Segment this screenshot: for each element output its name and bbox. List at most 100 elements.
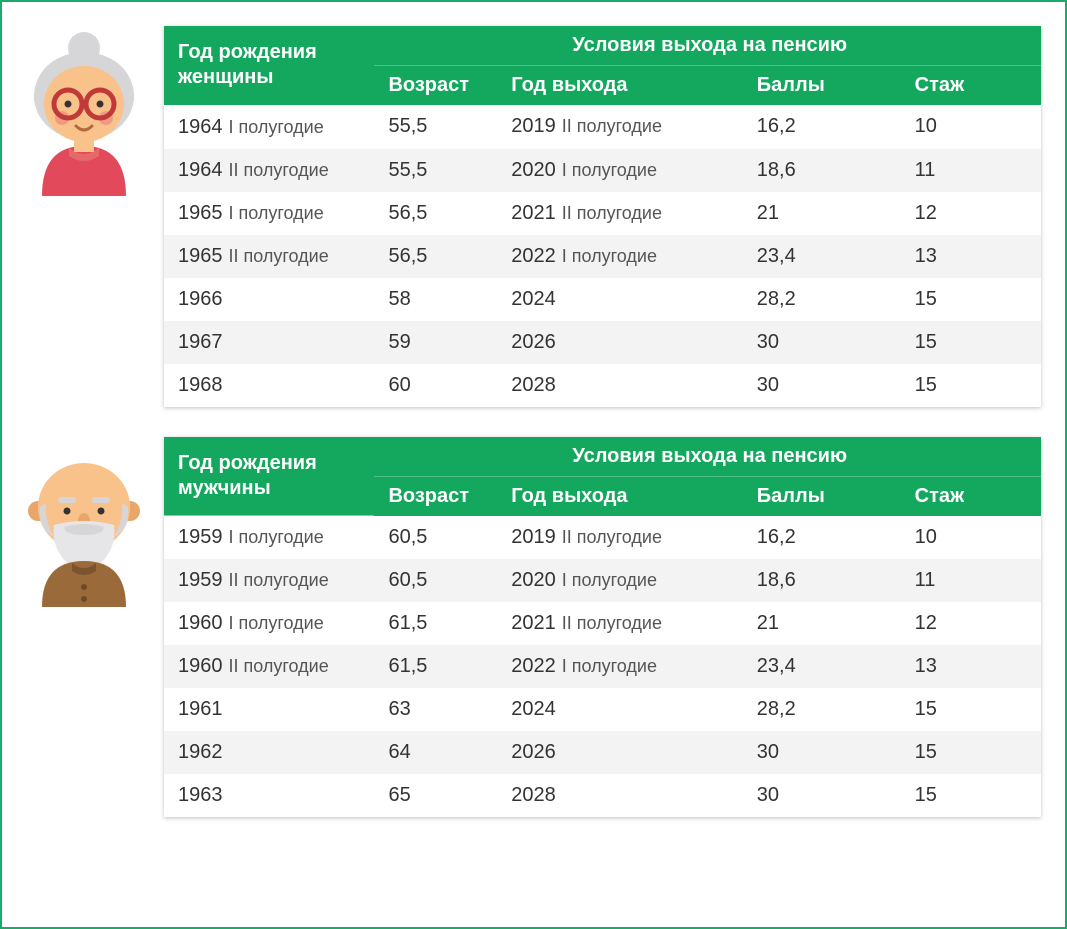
table-row: 1960II полугодие61,52022I полугодие23,41…: [164, 645, 1041, 688]
table-row: 19626420263015: [164, 731, 1041, 774]
cell-birth-year: 1968: [164, 364, 374, 407]
cell-birth-year: 1960II полугодие: [164, 645, 374, 688]
cell-birth-year: 1965I полугодие: [164, 192, 374, 235]
cell-exit-year: 2024: [497, 688, 743, 731]
cell-age: 58: [374, 278, 497, 321]
cell-birth-year: 1960I полугодие: [164, 602, 374, 645]
cell-points: 30: [743, 731, 901, 774]
cell-age: 60: [374, 364, 497, 407]
cell-exit-year: 2019II полугодие: [497, 516, 743, 560]
cell-age: 64: [374, 731, 497, 774]
cell-age: 60,5: [374, 516, 497, 560]
cell-age: 55,5: [374, 105, 497, 149]
cell-exit-year: 2022I полугодие: [497, 235, 743, 278]
cell-age: 56,5: [374, 235, 497, 278]
cell-exp: 15: [901, 321, 1041, 364]
cell-exp: 15: [901, 688, 1041, 731]
section-women: Год рождения женщины Условия выхода на п…: [14, 26, 1041, 407]
cell-exit-year: 2026: [497, 731, 743, 774]
table-row: 1964II полугодие55,52020I полугодие18,61…: [164, 149, 1041, 192]
table-row: 1960I полугодие61,52021II полугодие2112: [164, 602, 1041, 645]
cell-points: 21: [743, 192, 901, 235]
cell-exit-year: 2021II полугодие: [497, 192, 743, 235]
cell-age: 60,5: [374, 559, 497, 602]
col-exp: Стаж: [901, 66, 1041, 106]
table-row: 1965I полугодие56,52021II полугодие2112: [164, 192, 1041, 235]
table-row: 1965II полугодие56,52022I полугодие23,41…: [164, 235, 1041, 278]
cell-age: 63: [374, 688, 497, 731]
cell-exit-year: 2021II полугодие: [497, 602, 743, 645]
cell-points: 23,4: [743, 235, 901, 278]
cell-points: 28,2: [743, 688, 901, 731]
table-row: 19686020283015: [164, 364, 1041, 407]
cell-exit-year: 2028: [497, 364, 743, 407]
table-row: 1959I полугодие60,52019II полугодие16,21…: [164, 516, 1041, 560]
cell-exp: 15: [901, 364, 1041, 407]
col-points: Баллы: [743, 476, 901, 516]
cell-exp: 11: [901, 149, 1041, 192]
col-points: Баллы: [743, 66, 901, 106]
cell-exp: 10: [901, 105, 1041, 149]
cell-exit-year: 2028: [497, 774, 743, 817]
table-row: 19636520283015: [164, 774, 1041, 817]
header-conditions: Условия выхода на пенсию: [374, 437, 1041, 477]
table-women: Год рождения женщины Условия выхода на п…: [164, 26, 1041, 407]
cell-exp: 12: [901, 602, 1041, 645]
cell-points: 18,6: [743, 559, 901, 602]
cell-points: 30: [743, 774, 901, 817]
cell-birth-year: 1959II полугодие: [164, 559, 374, 602]
cell-points: 23,4: [743, 645, 901, 688]
cell-birth-year: 1964I полугодие: [164, 105, 374, 149]
cell-exit-year: 2019II полугодие: [497, 105, 743, 149]
cell-exit-year: 2020I полугодие: [497, 559, 743, 602]
table-row: 1964I полугодие55,52019II полугодие16,21…: [164, 105, 1041, 149]
cell-points: 28,2: [743, 278, 901, 321]
cell-exp: 15: [901, 278, 1041, 321]
col-exp: Стаж: [901, 476, 1041, 516]
elderly-woman-icon: [14, 26, 154, 196]
elderly-man-icon: [14, 437, 154, 607]
cell-age: 59: [374, 321, 497, 364]
cell-points: 16,2: [743, 105, 901, 149]
cell-birth-year: 1963: [164, 774, 374, 817]
header-birth-year: Год рождения мужчины: [164, 437, 374, 516]
header-birth-year: Год рождения женщины: [164, 26, 374, 105]
col-exit: Год выхода: [497, 476, 743, 516]
header-conditions: Условия выхода на пенсию: [374, 26, 1041, 66]
col-exit: Год выхода: [497, 66, 743, 106]
cell-exp: 13: [901, 235, 1041, 278]
cell-age: 61,5: [374, 645, 497, 688]
cell-birth-year: 1967: [164, 321, 374, 364]
col-age: Возраст: [374, 476, 497, 516]
table-row: 19675920263015: [164, 321, 1041, 364]
cell-points: 30: [743, 321, 901, 364]
pension-table-men: Год рождения мужчины Условия выхода на п…: [164, 437, 1041, 818]
cell-exp: 15: [901, 774, 1041, 817]
cell-age: 61,5: [374, 602, 497, 645]
cell-exp: 10: [901, 516, 1041, 560]
cell-exit-year: 2020I полугодие: [497, 149, 743, 192]
cell-exp: 11: [901, 559, 1041, 602]
cell-exp: 13: [901, 645, 1041, 688]
table-body-men: 1959I полугодие60,52019II полугодие16,21…: [164, 516, 1041, 818]
cell-points: 18,6: [743, 149, 901, 192]
cell-birth-year: 1962: [164, 731, 374, 774]
section-men: Год рождения мужчины Условия выхода на п…: [14, 437, 1041, 818]
table-men: Год рождения мужчины Условия выхода на п…: [164, 437, 1041, 818]
cell-birth-year: 1964II полугодие: [164, 149, 374, 192]
cell-points: 21: [743, 602, 901, 645]
cell-birth-year: 1965II полугодие: [164, 235, 374, 278]
cell-birth-year: 1966: [164, 278, 374, 321]
cell-exit-year: 2024: [497, 278, 743, 321]
cell-age: 55,5: [374, 149, 497, 192]
table-row: 196163202428,215: [164, 688, 1041, 731]
col-age: Возраст: [374, 66, 497, 106]
cell-points: 30: [743, 364, 901, 407]
cell-exit-year: 2026: [497, 321, 743, 364]
pension-table-women: Год рождения женщины Условия выхода на п…: [164, 26, 1041, 407]
cell-points: 16,2: [743, 516, 901, 560]
cell-birth-year: 1959I полугодие: [164, 516, 374, 560]
cell-age: 56,5: [374, 192, 497, 235]
table-body-women: 1964I полугодие55,52019II полугодие16,21…: [164, 105, 1041, 407]
cell-exp: 15: [901, 731, 1041, 774]
